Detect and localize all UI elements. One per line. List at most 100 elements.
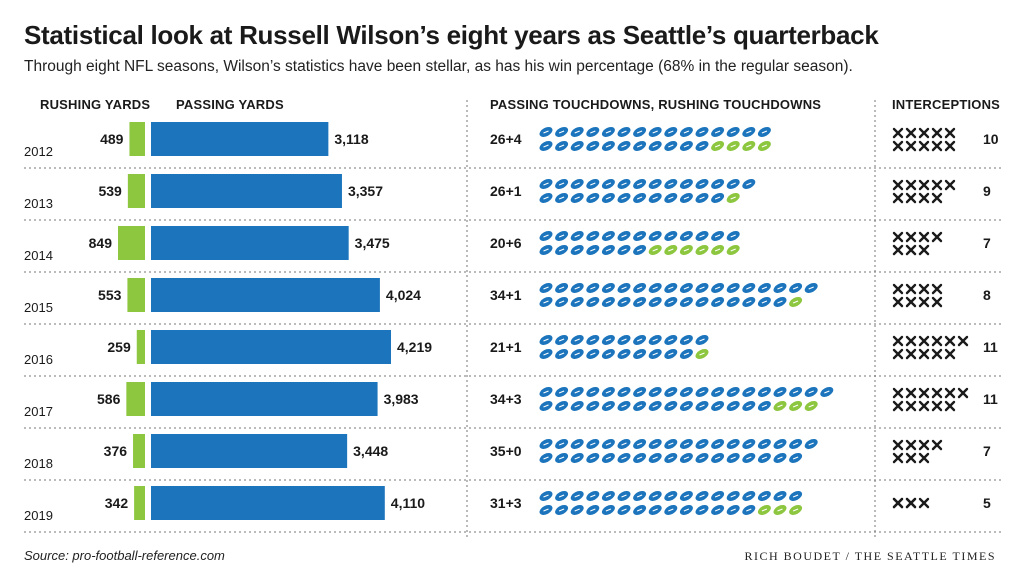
- football-lace: [714, 494, 721, 498]
- football-lace: [574, 442, 580, 446]
- football-lace: [652, 182, 658, 186]
- football-lace: [668, 390, 674, 394]
- football-lace: [777, 508, 783, 512]
- football-lace: [558, 456, 565, 460]
- interception-mark: [957, 335, 969, 347]
- interception-mark: [905, 400, 917, 412]
- rushing-yards-bar: [127, 278, 145, 312]
- football-lace: [605, 338, 612, 342]
- year-label: 2015: [24, 300, 53, 315]
- football-lace: [543, 286, 549, 290]
- football-lace: [605, 390, 612, 394]
- football-lace: [574, 248, 580, 252]
- football-lace: [574, 494, 580, 498]
- football-lace: [636, 390, 643, 394]
- touchdowns-label: 35+0: [490, 443, 522, 459]
- interceptions-label: 5: [983, 495, 991, 511]
- football-lace: [605, 456, 612, 460]
- interception-mark: [918, 179, 930, 191]
- passing-yards-bar: [151, 122, 329, 156]
- football-lace: [792, 390, 799, 394]
- football-lace: [652, 130, 658, 134]
- interception-mark: [905, 348, 917, 360]
- interception-mark: [892, 400, 904, 412]
- football-lace: [683, 286, 690, 290]
- interception-mark: [918, 400, 930, 412]
- rushing-yards-bar: [129, 122, 145, 156]
- credit-line: RICH BOUDET / THE SEATTLE TIMES: [744, 549, 996, 563]
- football-lace: [668, 404, 674, 408]
- football-lace: [730, 196, 736, 200]
- football-lace: [761, 442, 768, 446]
- football-lace: [543, 182, 549, 186]
- source-note: Source: pro-football-reference.com: [24, 548, 225, 563]
- football-lace: [699, 404, 705, 408]
- football-lace: [683, 234, 690, 238]
- interception-mark: [931, 400, 943, 412]
- football-lace: [683, 442, 690, 446]
- rushing-yards-label: 259: [107, 339, 131, 355]
- football-lace: [636, 494, 643, 498]
- football-lace: [590, 404, 596, 408]
- football-lace: [699, 456, 705, 460]
- football-lace: [714, 144, 721, 148]
- football-lace: [808, 404, 814, 408]
- football-lace: [668, 130, 674, 134]
- football-lace: [714, 248, 721, 252]
- football-lace: [792, 494, 799, 498]
- football-lace: [746, 404, 752, 408]
- football-lace: [746, 456, 752, 460]
- football-lace: [574, 144, 580, 148]
- passing-yards-label: 3,448: [353, 443, 388, 459]
- football-lace: [574, 352, 580, 356]
- football-lace: [590, 494, 596, 498]
- interception-mark: [892, 497, 904, 509]
- football-lace: [683, 130, 690, 134]
- interception-mark: [918, 497, 930, 509]
- football-lace: [652, 390, 658, 394]
- interception-mark: [931, 127, 943, 139]
- football-lace: [808, 390, 814, 394]
- football-lace: [730, 144, 736, 148]
- football-lace: [792, 404, 799, 408]
- football-lace: [652, 338, 658, 342]
- football-lace: [636, 404, 643, 408]
- football-lace: [574, 390, 580, 394]
- football-lace: [746, 300, 752, 304]
- football-lace: [761, 144, 768, 148]
- chart-title: Statistical look at Russell Wilson’s eig…: [24, 20, 879, 50]
- football-lace: [590, 390, 596, 394]
- football-lace: [714, 182, 721, 186]
- rushing-yards-label: 586: [97, 391, 121, 407]
- football-lace: [621, 442, 627, 446]
- football-lace: [683, 404, 690, 408]
- football-lace: [636, 338, 643, 342]
- interception-mark: [918, 283, 930, 295]
- football-lace: [714, 404, 721, 408]
- football-lace: [621, 182, 627, 186]
- interception-mark: [905, 296, 917, 308]
- interception-mark: [892, 127, 904, 139]
- interception-mark: [892, 179, 904, 191]
- football-lace: [636, 234, 643, 238]
- football-lace: [590, 144, 596, 148]
- football-lace: [668, 144, 674, 148]
- football-lace: [558, 352, 565, 356]
- football-lace: [543, 338, 549, 342]
- interception-mark: [944, 348, 956, 360]
- football-lace: [668, 352, 674, 356]
- interception-mark: [918, 335, 930, 347]
- interception-mark: [931, 192, 943, 204]
- football-lace: [761, 300, 768, 304]
- football-lace: [636, 286, 643, 290]
- interception-mark: [931, 348, 943, 360]
- interception-mark: [892, 244, 904, 256]
- football-lace: [605, 442, 612, 446]
- rushing-yards-label: 489: [100, 131, 124, 147]
- football-lace: [761, 286, 768, 290]
- football-lace: [730, 494, 736, 498]
- football-lace: [621, 390, 627, 394]
- football-lace: [730, 442, 736, 446]
- year-label: 2018: [24, 456, 53, 471]
- interception-mark: [918, 387, 930, 399]
